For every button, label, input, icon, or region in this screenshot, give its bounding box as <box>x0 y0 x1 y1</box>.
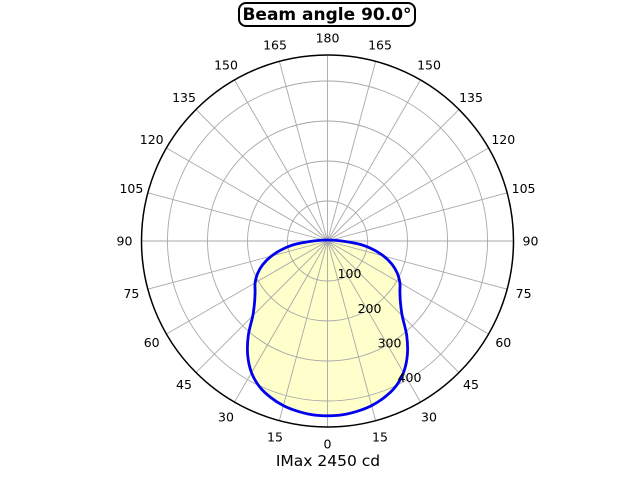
beam-angle-title: Beam angle 90.0° <box>242 4 412 25</box>
polar-spoke <box>327 192 508 242</box>
polar-ring <box>247 160 408 322</box>
angle-tick-label: 120 <box>140 132 164 147</box>
angle-tick-label: 180 <box>316 31 340 46</box>
angle-tick-label: 30 <box>421 409 437 424</box>
polar-ring <box>167 80 488 402</box>
angle-tick-label: 45 <box>176 377 192 392</box>
polar-spoke <box>166 147 328 242</box>
angle-tick-label: 120 <box>491 132 515 147</box>
polar-spoke <box>147 192 328 242</box>
angle-tick-label: 165 <box>263 37 287 52</box>
imax-label: IMax 2450 cd <box>275 452 381 470</box>
polar-spoke <box>327 147 489 242</box>
angle-tick-label: 75 <box>516 286 532 301</box>
polar-spoke <box>327 109 460 242</box>
angle-tick-label: 75 <box>123 286 139 301</box>
polar-spoke <box>147 240 328 290</box>
angle-tick-label: 45 <box>463 377 479 392</box>
angle-tick-label: 105 <box>119 181 143 196</box>
polar-spoke <box>234 79 328 242</box>
beam-angle-title-box: Beam angle 90.0° <box>238 2 416 27</box>
angle-tick-label: 135 <box>459 90 483 105</box>
polar-spoke <box>327 240 377 421</box>
beam-curve <box>246 238 409 418</box>
angle-tick-label: 105 <box>512 181 536 196</box>
angle-tick-label: 60 <box>495 335 511 350</box>
angle-tick-label: 90 <box>117 234 133 249</box>
angle-tick-label: 165 <box>368 37 392 52</box>
polar-spoke <box>278 240 328 421</box>
angle-tick-label: 30 <box>218 409 234 424</box>
polar-spoke <box>278 61 328 242</box>
angle-tick-label: 150 <box>417 58 441 73</box>
polar-ring <box>287 200 368 282</box>
polar-spoke <box>327 240 421 403</box>
polar-outline <box>140 54 515 428</box>
polar-ring <box>207 120 448 362</box>
angle-tick-label: 150 <box>214 58 238 73</box>
polar-spoke <box>327 240 460 373</box>
radial-tick-label: 200 <box>358 301 382 316</box>
angle-tick-label: 90 <box>523 234 539 249</box>
polar-spoke <box>327 79 421 242</box>
radial-tick-label: 400 <box>398 370 422 385</box>
angle-tick-label: 15 <box>372 430 388 445</box>
polar-spoke <box>234 240 328 403</box>
polar-spoke <box>195 109 328 242</box>
angle-tick-label: 135 <box>172 90 196 105</box>
angle-tick-label: 15 <box>267 430 283 445</box>
polar-spoke <box>327 240 489 335</box>
polar-spoke <box>195 240 328 373</box>
angle-tick-label: 0 <box>324 437 332 452</box>
polar-spoke <box>166 240 328 335</box>
radial-tick-label: 100 <box>338 266 362 281</box>
radial-tick-label: 300 <box>378 335 402 350</box>
polar-spoke <box>327 240 508 290</box>
angle-tick-label: 60 <box>144 335 160 350</box>
polar-spoke <box>327 61 377 242</box>
